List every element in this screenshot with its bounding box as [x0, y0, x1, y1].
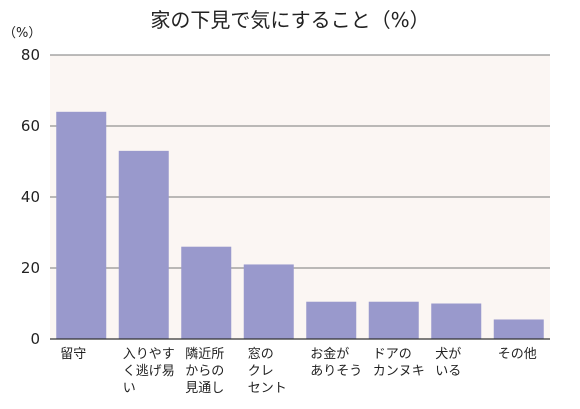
bar: [181, 246, 232, 339]
x-tick-label-line: 窓の: [248, 346, 274, 362]
y-tick-label: 80: [21, 46, 40, 64]
x-tick-label: 犬がいる: [435, 347, 461, 379]
x-tick-label-line: 入りやす: [123, 347, 175, 362]
x-tick-label-line: お金が: [310, 346, 349, 362]
bar: [56, 111, 107, 339]
x-tick-label-line: カンヌキ: [373, 364, 425, 379]
x-tick-label-line: 隣近所: [185, 346, 224, 362]
x-tick-label-line: く逃げ易: [123, 364, 175, 379]
bars: [56, 111, 544, 339]
bar: [243, 264, 294, 339]
y-tick-label: 60: [21, 117, 40, 135]
x-tick-label-line: い: [123, 381, 136, 396]
x-tick-label-line: セント: [248, 381, 287, 396]
bar: [368, 301, 419, 339]
x-tick-label: 窓のクレセント: [248, 346, 287, 396]
x-tick-label-line: からの: [185, 364, 224, 379]
x-tick-label-line: クレ: [248, 364, 274, 379]
bar: [431, 303, 482, 339]
x-axis-labels: 留守 入りやすく逃げ易い隣近所からの見通し窓のクレセントお金がありそうドアのカンヌ…: [60, 346, 537, 396]
x-tick-label: その他: [498, 347, 537, 362]
x-tick-label: 隣近所からの見通し: [185, 346, 224, 396]
bar: [493, 319, 544, 339]
bar: [118, 150, 169, 339]
y-tick-label: 20: [21, 259, 40, 277]
y-axis-ticks: 0 20 40 60 80: [21, 46, 40, 348]
x-tick-label: お金がありそう: [310, 346, 362, 379]
y-tick-label: 0: [30, 330, 40, 348]
y-tick-label: 40: [21, 188, 40, 206]
x-tick-label-line: 犬が: [435, 347, 461, 362]
x-tick-label-line: ドアの: [373, 347, 412, 362]
x-tick-label-line: ありそう: [310, 364, 362, 379]
x-tick-label-line: 留守: [60, 347, 86, 362]
x-tick-label: ドアのカンヌキ: [373, 347, 425, 379]
x-tick-label-line: 見通し: [185, 381, 224, 396]
y-axis-unit: （%）: [3, 26, 41, 41]
x-tick-label: 留守: [60, 347, 86, 362]
chart-title: 家の下見で気にすること（%）: [150, 8, 429, 32]
x-tick-label: 入りやすく逃げ易い: [123, 347, 175, 396]
x-tick-label-line: その他: [498, 347, 537, 362]
bar: [306, 301, 357, 339]
x-tick-label-line: いる: [435, 364, 461, 379]
